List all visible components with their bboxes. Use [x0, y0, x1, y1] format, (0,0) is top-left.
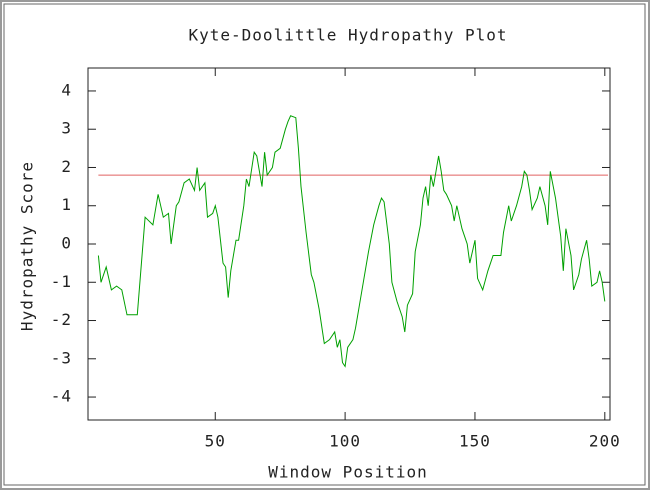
chart-title: Kyte-Doolittle Hydropathy Plot — [189, 26, 508, 45]
data-line — [97, 115, 606, 368]
y-tick-label: 2 — [61, 157, 72, 176]
x-tick-label: 50 — [205, 432, 226, 451]
y-tick-label: -1 — [51, 272, 72, 291]
y-tick-label: 4 — [61, 80, 72, 99]
y-tick-label: 1 — [61, 195, 72, 214]
y-axis-label: Hydropathy Score — [18, 161, 37, 331]
y-tick-label: -3 — [51, 348, 72, 367]
y-tick-label: 3 — [61, 119, 72, 138]
x-tick-label: 200 — [589, 432, 621, 451]
x-tick-label: 100 — [329, 432, 361, 451]
y-tick-label: 0 — [61, 234, 72, 253]
window-inner-frame — [3, 3, 646, 486]
y-tick-label: -4 — [51, 387, 72, 406]
y-tick-label: -2 — [51, 310, 72, 329]
x-axis-label: Window Position — [268, 463, 428, 482]
x-tick-label: 150 — [459, 432, 491, 451]
